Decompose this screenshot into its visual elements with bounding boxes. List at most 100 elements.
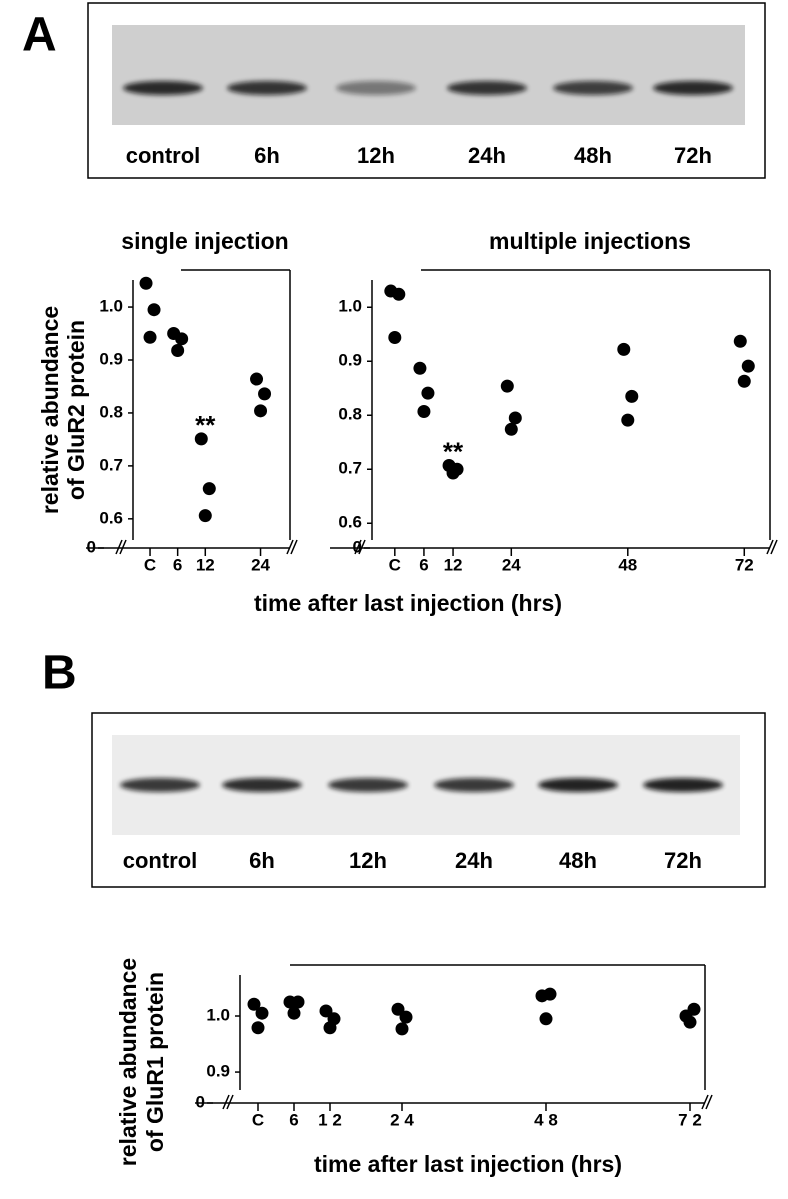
x-axis-label: time after last injection (hrs) — [254, 590, 562, 616]
y-tick-label: 0.9 — [338, 351, 362, 370]
x-tick-label: 7 2 — [678, 1110, 702, 1129]
annotation: ** — [195, 410, 216, 440]
y-tick-label: 0.6 — [338, 513, 362, 532]
chart-title: multiple injections — [489, 228, 691, 254]
axis-break — [115, 539, 123, 555]
y-axis-label: of GluR2 protein — [63, 320, 89, 500]
data-point — [625, 389, 639, 403]
annotation: ** — [443, 436, 464, 466]
x-tick-label: 12 — [196, 555, 215, 574]
y-tick-label: 0.8 — [99, 402, 123, 421]
data-point — [617, 342, 631, 356]
x-tick-label: C — [144, 555, 156, 574]
x-tick-label: 2 4 — [390, 1110, 414, 1129]
y-tick-label: 0 — [196, 1092, 205, 1111]
blot-gel — [112, 25, 745, 125]
blot-band — [538, 778, 618, 792]
data-point — [171, 343, 185, 357]
data-point — [251, 1021, 265, 1035]
x-tick-label: 6 — [173, 555, 182, 574]
lane-label: 12h — [357, 143, 395, 168]
data-point — [143, 330, 157, 344]
lane-label: 24h — [468, 143, 506, 168]
blot-band — [434, 778, 514, 792]
blot-frame — [91, 712, 766, 888]
data-point — [621, 413, 635, 427]
y-tick-label: 0.9 — [206, 1062, 230, 1081]
data-point — [504, 422, 518, 436]
blot-band — [336, 81, 416, 95]
axis-break — [354, 539, 362, 555]
blot-band — [553, 81, 633, 95]
data-point — [391, 1002, 405, 1016]
y-tick-label: 0.9 — [99, 349, 123, 368]
data-point — [147, 303, 161, 317]
axis-break — [701, 1094, 709, 1110]
data-point — [395, 1022, 409, 1036]
data-point — [255, 1006, 269, 1020]
chart-title: single injection — [121, 228, 288, 254]
y-tick-label: 0.8 — [338, 405, 362, 424]
data-point — [319, 1004, 333, 1018]
y-tick-label: 1.0 — [338, 297, 362, 316]
axis-break — [770, 539, 778, 555]
lane-label: control — [126, 143, 201, 168]
data-point — [421, 386, 435, 400]
y-tick-label: 0.6 — [99, 508, 123, 527]
data-point — [687, 1002, 701, 1016]
axis-break — [226, 1094, 234, 1110]
lane-label: 6h — [249, 848, 275, 873]
lane-label: 48h — [559, 848, 597, 873]
x-tick-label: C — [252, 1110, 264, 1129]
data-point — [446, 466, 460, 480]
axis-break — [766, 539, 774, 555]
x-tick-label: 48 — [618, 555, 637, 574]
data-point — [417, 404, 431, 418]
axis-break — [290, 539, 298, 555]
data-point — [543, 987, 557, 1001]
axis-break — [358, 539, 366, 555]
blot-band — [222, 778, 302, 792]
data-point — [392, 287, 406, 301]
y-tick-label: 0.7 — [338, 459, 362, 478]
data-point — [258, 387, 272, 401]
data-point — [413, 361, 427, 375]
data-point — [741, 359, 755, 373]
blot-frame — [87, 2, 766, 179]
lane-label: 6h — [254, 143, 280, 168]
lane-label: 72h — [674, 143, 712, 168]
data-point — [737, 374, 751, 388]
data-point — [202, 482, 216, 496]
blot-gel — [112, 735, 740, 835]
axis-break — [286, 539, 294, 555]
x-tick-label: 24 — [251, 555, 270, 574]
x-axis-label: time after last injection (hrs) — [314, 1151, 622, 1177]
blot-band — [328, 778, 408, 792]
data-point — [508, 411, 522, 425]
data-point — [198, 509, 212, 523]
data-point — [247, 997, 261, 1011]
data-point — [175, 332, 189, 346]
axis-break — [119, 539, 127, 555]
y-tick-label: 0 — [353, 537, 362, 556]
x-tick-label: C — [389, 555, 401, 574]
data-point — [399, 1010, 413, 1024]
axis-break — [222, 1094, 230, 1110]
data-point — [733, 334, 747, 348]
blot-band — [227, 81, 307, 95]
data-point — [194, 432, 208, 446]
data-point — [683, 1015, 697, 1029]
lane-label: 24h — [455, 848, 493, 873]
blot-band — [653, 81, 733, 95]
lane-label: control — [123, 848, 198, 873]
x-tick-label: 6 — [419, 555, 428, 574]
panel-label: B — [42, 647, 77, 700]
lane-label: 72h — [664, 848, 702, 873]
data-point — [388, 331, 402, 344]
x-tick-label: 4 8 — [534, 1110, 558, 1129]
y-axis-label: relative abundance — [115, 958, 141, 1166]
x-tick-label: 6 — [289, 1110, 298, 1129]
blot-band — [123, 81, 203, 95]
data-point — [500, 379, 514, 393]
